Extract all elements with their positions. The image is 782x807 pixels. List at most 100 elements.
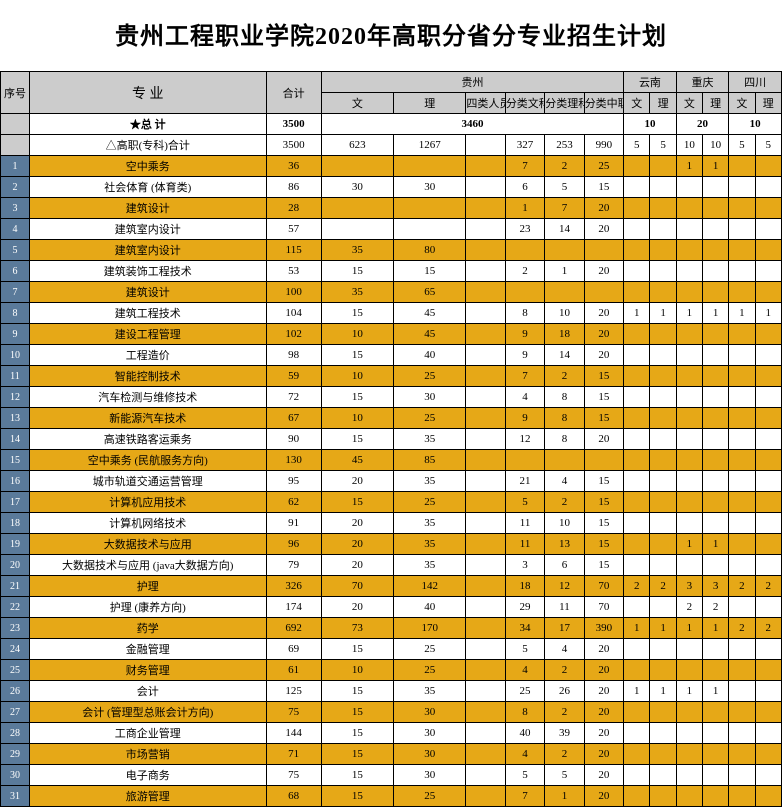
subtotal-cell: 990: [584, 135, 623, 156]
data-cell: [466, 660, 505, 681]
major-cell: 建筑室内设计: [29, 240, 266, 261]
data-cell: [676, 177, 702, 198]
data-cell: 9: [505, 324, 544, 345]
major-cell: 建筑设计: [29, 198, 266, 219]
data-cell: 25: [584, 156, 623, 177]
data-cell: [703, 639, 729, 660]
total-cell: 28: [266, 198, 321, 219]
data-cell: 1: [650, 681, 676, 702]
data-cell: [650, 639, 676, 660]
seq-cell: 9: [1, 324, 30, 345]
data-cell: [755, 639, 781, 660]
data-cell: [624, 177, 650, 198]
data-cell: [729, 471, 755, 492]
data-cell: 15: [321, 303, 393, 324]
data-cell: [729, 597, 755, 618]
seq-cell: 30: [1, 765, 30, 786]
total-cell: 144: [266, 723, 321, 744]
data-cell: [676, 429, 702, 450]
total-cell: 68: [266, 786, 321, 807]
data-cell: [703, 345, 729, 366]
data-cell: [703, 324, 729, 345]
data-cell: [755, 555, 781, 576]
data-cell: 7: [505, 156, 544, 177]
data-cell: [755, 240, 781, 261]
major-cell: 空中乘务 (民航服务方向): [29, 450, 266, 471]
data-cell: [676, 639, 702, 660]
data-cell: [755, 324, 781, 345]
data-cell: [466, 555, 505, 576]
summary-yn: 10: [624, 114, 677, 135]
data-cell: [729, 324, 755, 345]
data-cell: [466, 450, 505, 471]
total-cell: 130: [266, 450, 321, 471]
data-cell: 20: [584, 681, 623, 702]
data-cell: [650, 660, 676, 681]
data-cell: [466, 471, 505, 492]
data-cell: [650, 450, 676, 471]
data-cell: [703, 198, 729, 219]
seq-cell: 21: [1, 576, 30, 597]
data-cell: [703, 702, 729, 723]
data-cell: 20: [584, 198, 623, 219]
seq-cell: 26: [1, 681, 30, 702]
subtotal-cell: 327: [505, 135, 544, 156]
total-cell: 59: [266, 366, 321, 387]
total-cell: 71: [266, 744, 321, 765]
data-cell: 2: [545, 660, 584, 681]
col-wen: 文: [321, 93, 393, 114]
total-cell: 326: [266, 576, 321, 597]
data-cell: [466, 156, 505, 177]
total-cell: 75: [266, 702, 321, 723]
data-cell: [624, 261, 650, 282]
data-cell: [624, 744, 650, 765]
data-cell: [624, 282, 650, 303]
data-cell: 15: [394, 261, 466, 282]
data-cell: 4: [545, 471, 584, 492]
seq-cell: 2: [1, 177, 30, 198]
data-cell: 15: [584, 513, 623, 534]
data-cell: 15: [584, 366, 623, 387]
data-cell: 15: [321, 387, 393, 408]
data-cell: 18: [545, 324, 584, 345]
data-cell: [676, 345, 702, 366]
data-cell: 80: [394, 240, 466, 261]
data-cell: [650, 597, 676, 618]
data-cell: [650, 219, 676, 240]
seq-cell: 14: [1, 429, 30, 450]
data-cell: [650, 198, 676, 219]
data-cell: [729, 429, 755, 450]
data-cell: [394, 219, 466, 240]
data-cell: 6: [545, 555, 584, 576]
data-cell: 20: [584, 765, 623, 786]
major-cell: 电子商务: [29, 765, 266, 786]
data-cell: 1: [676, 618, 702, 639]
data-cell: [729, 702, 755, 723]
data-cell: [624, 723, 650, 744]
data-cell: [624, 345, 650, 366]
data-cell: 2: [755, 576, 781, 597]
data-cell: [703, 366, 729, 387]
col-seq: 序号: [1, 72, 30, 114]
major-cell: 工程造价: [29, 345, 266, 366]
data-cell: 21: [505, 471, 544, 492]
data-cell: [703, 744, 729, 765]
data-cell: 7: [545, 198, 584, 219]
major-cell: 护理: [29, 576, 266, 597]
data-cell: [729, 240, 755, 261]
data-cell: [676, 744, 702, 765]
total-cell: 104: [266, 303, 321, 324]
data-cell: [466, 639, 505, 660]
data-cell: [466, 282, 505, 303]
data-cell: [321, 156, 393, 177]
enrollment-table: 序号 专 业 合计 贵州 云南 重庆 四川 文 理 四类人员 分类文科 分类理科…: [0, 71, 782, 807]
data-cell: [729, 156, 755, 177]
data-cell: 8: [505, 702, 544, 723]
data-cell: [466, 492, 505, 513]
data-cell: [466, 597, 505, 618]
major-cell: 智能控制技术: [29, 366, 266, 387]
data-cell: [676, 492, 702, 513]
data-cell: 45: [321, 450, 393, 471]
data-cell: [650, 744, 676, 765]
data-cell: [755, 744, 781, 765]
